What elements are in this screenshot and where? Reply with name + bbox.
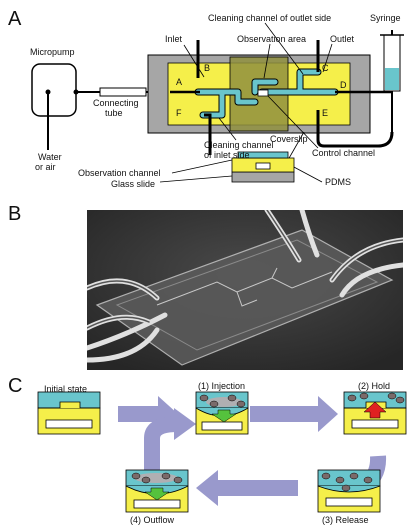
stage-injection [195, 391, 249, 435]
cleaning-inlet-label-2: of inlet side [204, 150, 250, 160]
connecting-tube-label: Connecting [93, 98, 139, 108]
operation-cycle [37, 391, 407, 513]
stage-outflow [125, 469, 189, 513]
water-label-2: or air [35, 162, 56, 172]
coverslip-label: Coverslip [270, 134, 308, 144]
stage-release [317, 469, 381, 513]
stage-initial [37, 391, 101, 435]
green-arrow-icon [211, 409, 237, 423]
syringe-label: Syringe [370, 13, 401, 23]
observation-area-label: Observation area [237, 34, 307, 44]
control-channel-label: Control channel [312, 148, 376, 158]
observation-channel-label: Observation channel [78, 168, 161, 178]
water-label: Water [38, 152, 62, 162]
panel-c-label: C [8, 375, 23, 397]
connecting-tube [99, 87, 147, 97]
cleaning-outlet-label: Cleaning channel of outlet side [208, 13, 332, 23]
stage-release-label: (3) Release [322, 515, 369, 525]
cleaning-inlet-label: Cleaning channel [204, 140, 274, 150]
stage-injection-label: (1) Injection [198, 381, 246, 391]
green-arrow-icon [144, 487, 170, 501]
stage-initial-label: Initial state [44, 384, 88, 394]
device-photo [87, 210, 403, 370]
red-arrow-icon [363, 401, 387, 419]
inlet-label: Inlet [165, 34, 183, 44]
micropump-port-bottom [45, 89, 51, 95]
panel-b-label: B [8, 203, 22, 225]
stage-hold [343, 391, 407, 435]
micropump-box [31, 63, 77, 117]
micropump-port-right [73, 89, 79, 95]
glass-slide-label: Glass slide [111, 179, 156, 189]
port-c-label: C [322, 63, 329, 73]
syringe-icon [356, 30, 404, 148]
outlet-label: Outlet [330, 34, 355, 44]
connecting-tube-label-2: tube [105, 108, 123, 118]
port-e-label: E [322, 108, 329, 118]
port-f-label: F [176, 108, 182, 118]
control-channel [257, 89, 269, 97]
chip-schematic [31, 22, 404, 183]
port-d-label: D [340, 80, 347, 90]
panel-a-label: A [8, 8, 22, 30]
stage-outflow-label: (4) Outflow [130, 515, 175, 525]
pdms-label: PDMS [325, 177, 352, 187]
cross-section [231, 151, 295, 183]
stage-hold-label: (2) Hold [358, 381, 391, 391]
micropump-label: Micropump [30, 47, 75, 57]
port-b-label: B [204, 63, 211, 73]
port-a-label: A [176, 77, 183, 87]
